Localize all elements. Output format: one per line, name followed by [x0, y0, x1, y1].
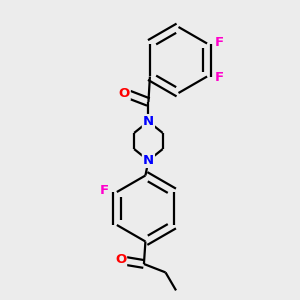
Text: O: O	[118, 87, 130, 100]
Text: F: F	[100, 184, 109, 197]
Text: F: F	[215, 36, 224, 49]
Text: F: F	[215, 71, 224, 84]
Text: N: N	[143, 154, 154, 167]
Text: N: N	[143, 115, 154, 128]
Text: O: O	[115, 253, 126, 266]
